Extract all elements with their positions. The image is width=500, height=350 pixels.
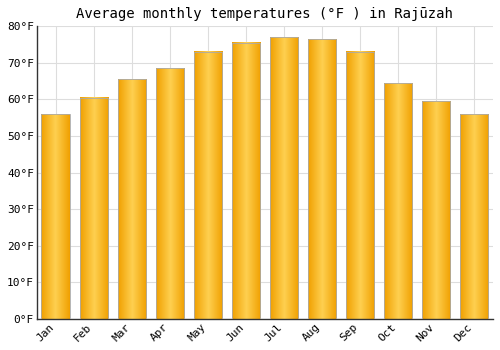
Title: Average monthly temperatures (°F ) in Rajūzah: Average monthly temperatures (°F ) in Ra… bbox=[76, 7, 454, 21]
Bar bbox=[194, 52, 222, 319]
Bar bbox=[118, 79, 146, 319]
Bar bbox=[232, 43, 260, 319]
Bar bbox=[270, 37, 298, 319]
Bar bbox=[80, 98, 108, 319]
Bar bbox=[308, 39, 336, 319]
Bar bbox=[156, 68, 184, 319]
Bar bbox=[460, 114, 488, 319]
Bar bbox=[384, 83, 412, 319]
Bar bbox=[42, 114, 70, 319]
Bar bbox=[346, 52, 374, 319]
Bar bbox=[422, 101, 450, 319]
